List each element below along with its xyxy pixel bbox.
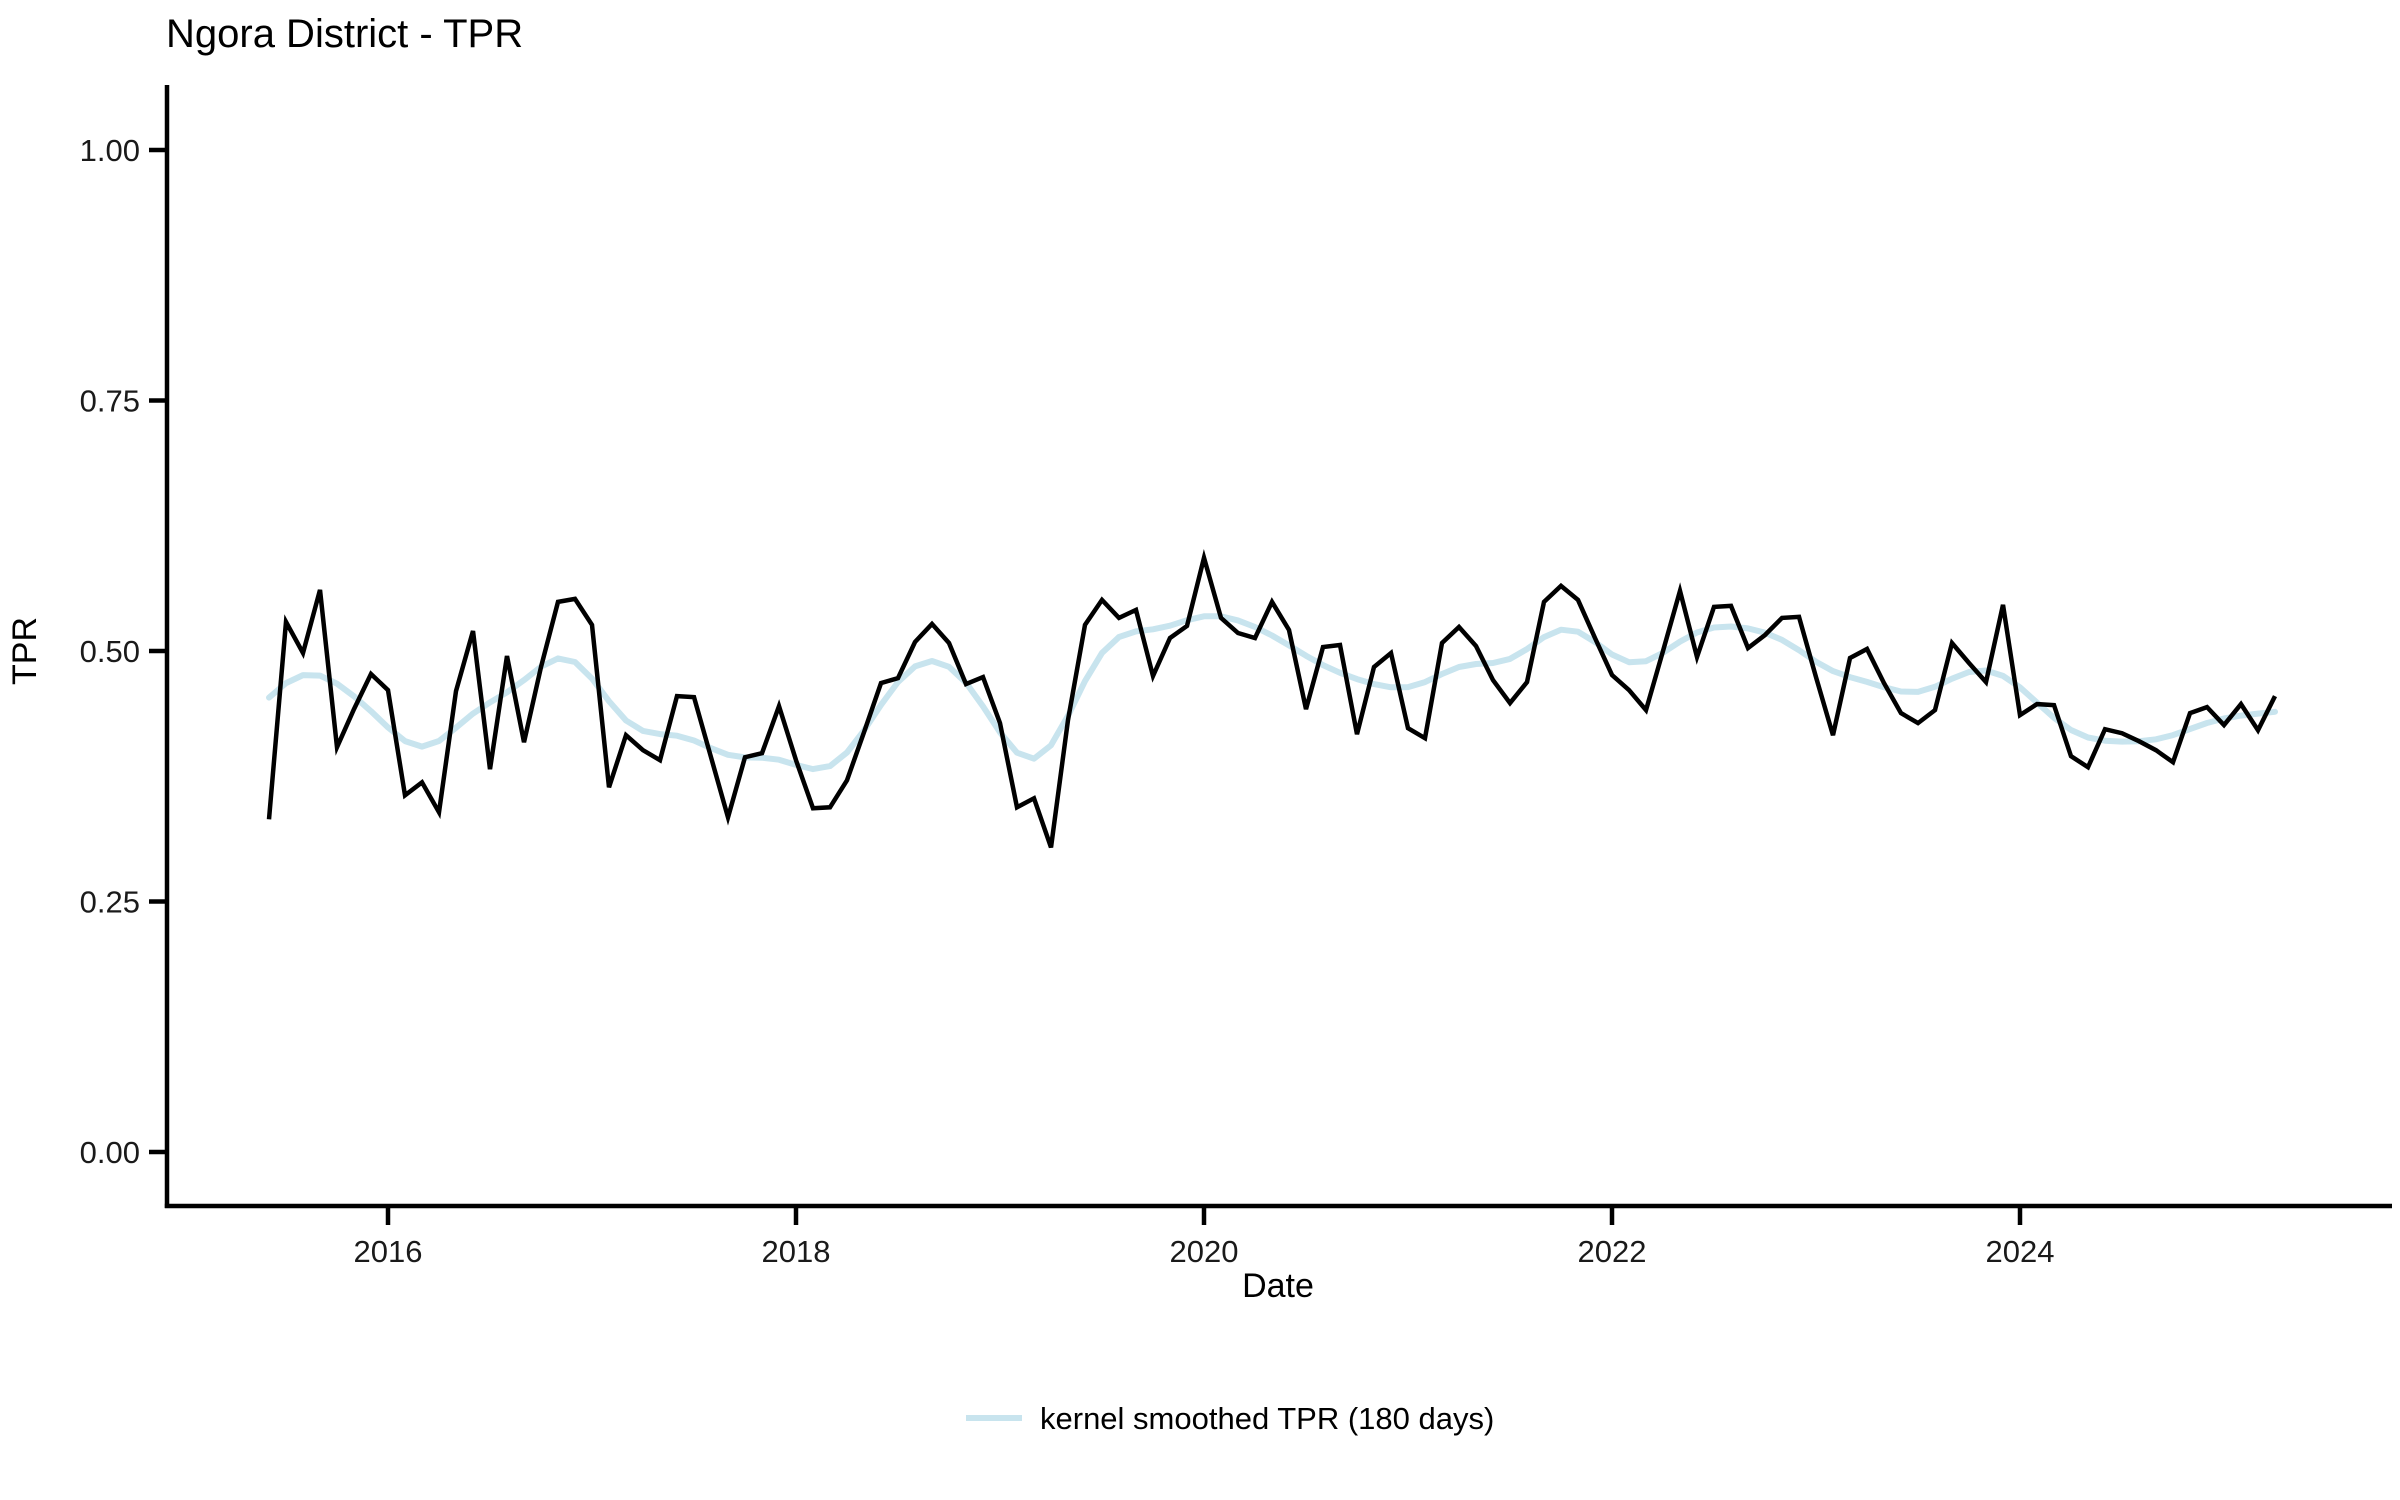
axes: 1.00 0.75 0.50 0.25 0.00 2016 2018 2020 2022 2024 [80,85,2392,1269]
y-tick-label: 0.50 [80,634,140,669]
legend-label: kernel smoothed TPR (180 days) [1040,1401,1494,1436]
x-tick-label: 2024 [1986,1234,2055,1269]
y-tick-label: 0.25 [80,885,140,920]
kernel-smoothed-line [266,613,2278,773]
legend: kernel smoothed TPR (180 days) [966,1401,1494,1436]
x-axis-title: Date [1242,1267,1314,1305]
tpr-raw-line [266,549,2278,849]
x-tick-label: 2020 [1170,1234,1239,1269]
y-tick-label: 0.00 [80,1135,140,1170]
chart-title: Ngora District - TPR [166,12,523,56]
y-axis-title: TPR [6,617,44,685]
x-tick-label: 2016 [354,1234,423,1269]
y-tick-label: 1.00 [80,133,140,168]
x-tick-label: 2022 [1578,1234,1647,1269]
y-tick-label: 0.75 [80,384,140,419]
x-tick-label: 2018 [762,1234,831,1269]
